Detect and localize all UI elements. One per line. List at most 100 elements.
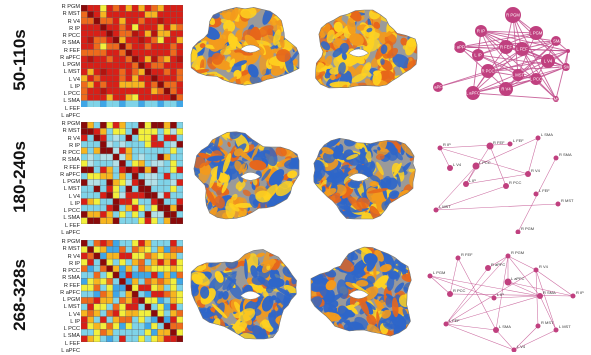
matrix-cell	[157, 271, 164, 279]
matrix-cell	[176, 198, 183, 205]
roi-label: R aPFC	[60, 54, 80, 61]
matrix-cell	[157, 252, 164, 260]
matrix-cell	[170, 5, 177, 12]
matrix-cell	[112, 297, 120, 304]
network-node-label: L PGM	[530, 31, 543, 36]
network-edge	[487, 66, 567, 72]
network-node-label: L FEF	[449, 318, 460, 323]
matrix-cell	[144, 246, 152, 253]
network-node-label: R PCC	[481, 69, 494, 74]
matrix-cell	[87, 297, 94, 304]
matrix-cell	[163, 265, 171, 272]
network-node-label: R MST	[541, 320, 554, 325]
matrix-cell	[144, 271, 152, 279]
matrix-cell	[112, 310, 120, 317]
matrix-cell	[87, 265, 94, 272]
matrix-cell	[151, 24, 158, 31]
matrix-cell	[106, 240, 113, 247]
matrix-cell	[87, 179, 94, 186]
matrix-cell	[151, 284, 158, 292]
matrix-cell	[106, 147, 113, 154]
matrix-cell	[106, 36, 113, 44]
matrix-cell	[106, 30, 113, 37]
matrix-cell	[157, 49, 164, 57]
matrix-cell	[163, 204, 171, 212]
matrix-cell	[176, 68, 183, 76]
network-node	[562, 63, 570, 71]
matrix-cell	[132, 322, 139, 330]
matrix-cell	[119, 141, 126, 148]
matrix-cell	[176, 49, 183, 57]
matrix-cell	[163, 62, 171, 69]
matrix-cell	[125, 122, 133, 129]
matrix-cell	[81, 265, 88, 272]
network-node-label: R PGM	[521, 226, 534, 231]
roi-label: R MST	[62, 128, 80, 135]
matrix-cell	[93, 329, 101, 336]
matrix-cell	[157, 153, 164, 161]
matrix-cell	[138, 316, 145, 323]
matrix-cell	[81, 75, 88, 82]
matrix-cell	[157, 204, 164, 212]
matrix-cell	[138, 278, 145, 285]
matrix-cell	[176, 316, 183, 323]
matrix-cell	[151, 335, 158, 342]
matrix-cell	[112, 240, 120, 247]
network-edge	[449, 257, 459, 295]
matrix-cell	[125, 141, 133, 148]
matrix-cell	[170, 30, 177, 37]
matrix-cell	[112, 192, 120, 199]
matrix-cell	[112, 284, 120, 292]
matrix-cell	[81, 30, 88, 37]
matrix-cell	[87, 173, 94, 180]
matrix-cell	[151, 68, 158, 76]
network-edge	[487, 255, 509, 269]
matrix-cell	[163, 128, 171, 135]
matrix-cell	[106, 24, 113, 31]
matrix-cell	[119, 297, 126, 304]
matrix-cell	[125, 30, 133, 37]
matrix-cell	[157, 217, 164, 224]
roi-label: R PCC	[62, 268, 80, 274]
matrix-cell	[125, 259, 133, 266]
network-node-label: R PCC	[509, 180, 522, 185]
matrix-cell	[93, 30, 101, 37]
matrix-cell	[100, 322, 107, 330]
matrix-cell	[87, 94, 94, 101]
network-node	[499, 82, 513, 96]
roi-label: R aPFC	[60, 289, 80, 296]
network-node	[466, 86, 480, 100]
network-edge	[512, 14, 567, 68]
matrix-cell	[106, 335, 113, 342]
matrix-cell	[170, 310, 177, 317]
matrix-cell	[100, 160, 107, 167]
matrix-cell	[138, 271, 145, 279]
matrix-cell	[157, 278, 164, 285]
network-node-label: R SMA	[559, 152, 572, 157]
matrix-cell	[176, 30, 183, 37]
matrix-cell	[81, 198, 88, 205]
matrix-cell	[144, 166, 152, 174]
matrix-cell	[125, 81, 133, 88]
matrix-cell	[163, 147, 171, 154]
network-graph: R PGM L PGM R IP R FEF L FEF L SMA L PCC L V4 R …	[431, 7, 573, 102]
matrix-cell	[119, 240, 126, 247]
matrix-cell	[125, 204, 133, 212]
matrix-cell	[144, 310, 152, 317]
matrix-cell	[163, 94, 171, 101]
matrix-cell	[176, 36, 183, 44]
matrix-cell	[93, 147, 101, 154]
matrix-cell	[112, 217, 120, 224]
matrix-cell	[151, 185, 158, 193]
matrix-cell	[106, 43, 113, 50]
matrix-cell	[81, 204, 88, 212]
matrix-cell	[106, 192, 113, 199]
roi-label: L PGM	[62, 297, 80, 303]
matrix-cell	[93, 179, 101, 186]
matrix-cell	[100, 153, 107, 161]
matrix-cell	[157, 11, 164, 18]
matrix-cell	[176, 297, 183, 304]
matrix-cell	[151, 166, 158, 174]
matrix-cell	[100, 246, 107, 253]
matrix-cell	[81, 81, 88, 88]
